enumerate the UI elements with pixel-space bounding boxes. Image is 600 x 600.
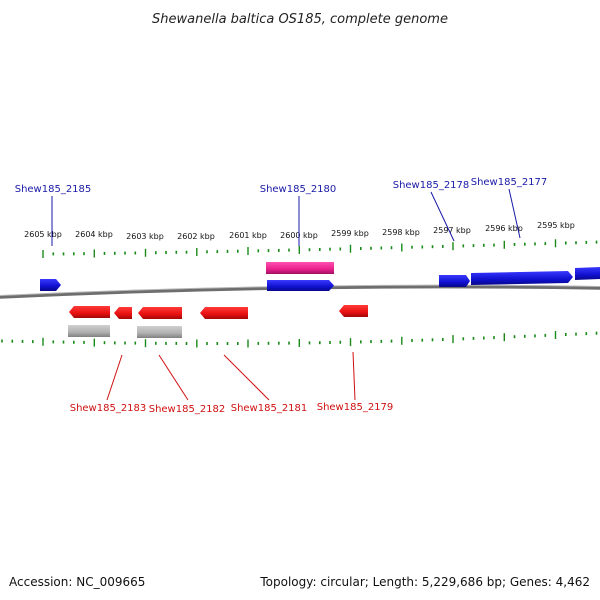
leader-line-2178 — [430, 191, 455, 242]
ruler-label-2605: 2605 kbp — [24, 230, 62, 239]
gene-label-2177[interactable]: Shew185_2177 — [471, 177, 548, 188]
gene-labels-top: Shew185_2185 Shew185_2180 Shew185_2178 S… — [15, 177, 548, 195]
gene-feature-2177[interactable] — [471, 271, 573, 285]
leader-line-2183 — [106, 354, 123, 401]
reverse-strand-genes — [68, 305, 368, 338]
ruler-label-2604: 2604 kbp — [75, 230, 113, 239]
gene-label-2179[interactable]: Shew185_2179 — [317, 402, 394, 413]
leader-line-2181 — [223, 354, 270, 401]
map-title: Shewanella baltica OS185, complete genom… — [152, 12, 448, 27]
ruler-label-2595: 2595 kbp — [537, 221, 575, 230]
gene-feature-2182[interactable] — [138, 307, 182, 319]
gene-feature-2180[interactable] — [267, 280, 334, 291]
gene-label-2185[interactable]: Shew185_2185 — [15, 184, 92, 195]
ruler-label-2602: 2602 kbp — [177, 232, 215, 241]
gene-labels-bottom: Shew185_2183 Shew185_2182 Shew185_2181 S… — [70, 402, 394, 415]
ruler-label-2598: 2598 kbp — [382, 228, 420, 237]
gene-feature-next[interactable] — [575, 267, 600, 280]
top-tick-row — [42, 239, 598, 258]
gene-label-2178[interactable]: Shew185_2178 — [393, 180, 470, 191]
pseudogene-feature-1[interactable] — [68, 325, 110, 337]
gene-label-2182[interactable]: Shew185_2182 — [149, 404, 226, 415]
ruler-label-2603: 2603 kbp — [126, 232, 164, 241]
gene-feature-2180-highlight[interactable] — [266, 262, 334, 274]
bottom-tick-row — [1, 331, 598, 348]
ruler-label-2596: 2596 kbp — [485, 224, 523, 233]
ruler-label-2599: 2599 kbp — [331, 229, 369, 238]
label-leader-lines — [51, 188, 521, 401]
leader-line-2182 — [158, 354, 189, 401]
pseudogene-feature-2[interactable] — [137, 326, 182, 338]
gene-label-2180[interactable]: Shew185_2180 — [260, 184, 337, 195]
gene-label-2183[interactable]: Shew185_2183 — [70, 403, 147, 414]
accession-text: Accession: NC_009665 — [9, 575, 145, 589]
ruler-label-2601: 2601 kbp — [229, 231, 267, 240]
topology-text: Topology: circular; Length: 5,229,686 bp… — [259, 575, 590, 589]
leader-line-2179 — [352, 351, 356, 401]
gene-label-2181[interactable]: Shew185_2181 — [231, 403, 308, 414]
gene-feature-2184[interactable] — [69, 306, 110, 318]
ruler-label-2597: 2597 kbp — [433, 226, 471, 235]
ruler-labels: 2605 kbp 2604 kbp 2603 kbp 2602 kbp 2601… — [24, 221, 575, 241]
forward-strand-genes — [40, 262, 600, 291]
gene-feature-2185[interactable] — [40, 279, 61, 291]
gene-feature-2178[interactable] — [439, 275, 470, 287]
gene-feature-2181[interactable] — [200, 307, 248, 319]
gene-feature-2179[interactable] — [339, 305, 368, 317]
leader-line-2177 — [508, 188, 521, 239]
gene-feature-2183[interactable] — [114, 307, 132, 319]
